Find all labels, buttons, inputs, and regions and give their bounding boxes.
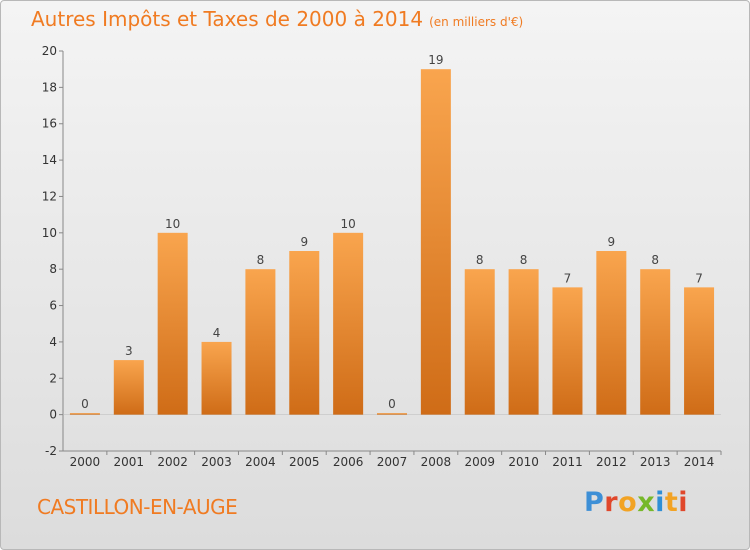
value-label-2006: 10 bbox=[340, 217, 355, 231]
bar-2012 bbox=[596, 251, 627, 415]
y-tick-label: 8 bbox=[49, 262, 57, 276]
value-label-2008: 19 bbox=[428, 53, 443, 67]
value-label-2011: 7 bbox=[564, 271, 572, 285]
y-tick-label: 16 bbox=[42, 117, 57, 131]
x-tick-label: 2013 bbox=[640, 455, 671, 469]
value-label-2010: 8 bbox=[520, 253, 528, 267]
y-tick-label: 10 bbox=[42, 226, 57, 240]
value-label-2013: 8 bbox=[651, 253, 659, 267]
x-tick-label: 2006 bbox=[333, 455, 364, 469]
logo-letter: i bbox=[655, 487, 665, 518]
logo-letter: t bbox=[664, 487, 679, 518]
x-tick-label: 2002 bbox=[157, 455, 188, 469]
bar-2013 bbox=[640, 269, 671, 415]
chart-title-text: Autres Impôts et Taxes de 2000 à 2014 bbox=[31, 7, 424, 31]
y-tick-label: 18 bbox=[42, 80, 57, 94]
bar-2005 bbox=[289, 251, 320, 415]
bar-2008 bbox=[420, 69, 451, 415]
bar-2000 bbox=[69, 413, 100, 415]
x-tick-label: 2008 bbox=[421, 455, 452, 469]
x-tick-label: 2010 bbox=[508, 455, 539, 469]
value-label-2004: 8 bbox=[257, 253, 265, 267]
value-label-2002: 10 bbox=[165, 217, 180, 231]
bar-2010 bbox=[508, 269, 539, 415]
bar-2004 bbox=[245, 269, 276, 415]
x-tick-label: 2001 bbox=[114, 455, 145, 469]
x-tick-label: 2014 bbox=[684, 455, 715, 469]
y-tick-label: 0 bbox=[49, 408, 57, 422]
location-label: CASTILLON-EN-AUGE bbox=[37, 495, 238, 519]
bar-2007 bbox=[377, 413, 407, 415]
logo-letter: r bbox=[604, 487, 619, 518]
chart-unit: (en milliers d'€) bbox=[429, 15, 524, 29]
x-tick-label: 2004 bbox=[245, 455, 276, 469]
logo-letter: o bbox=[618, 487, 638, 518]
x-tick-label: 2005 bbox=[289, 455, 320, 469]
proxiti-logo: Proxiti bbox=[584, 487, 688, 518]
value-label-2000: 0 bbox=[81, 397, 89, 411]
logo-letter: x bbox=[637, 487, 656, 518]
y-tick-label: 2 bbox=[49, 371, 57, 385]
value-label-2009: 8 bbox=[476, 253, 484, 267]
bar-2011 bbox=[552, 287, 583, 415]
chart-title: Autres Impôts et Taxes de 2000 à 2014 (en… bbox=[31, 7, 523, 31]
value-label-2014: 7 bbox=[695, 271, 703, 285]
bar-2014 bbox=[684, 287, 715, 415]
logo-letter: P bbox=[584, 487, 605, 518]
x-tick-label: 2007 bbox=[377, 455, 408, 469]
axes: -2 0 2 4 6 8 10 12 14 16 18 20 2000 2001 2002 2003 2004 2… bbox=[42, 44, 722, 469]
value-label-2012: 9 bbox=[608, 235, 616, 249]
y-tick-label: 6 bbox=[49, 299, 57, 313]
x-tick-label: 2009 bbox=[464, 455, 495, 469]
value-label-2005: 9 bbox=[300, 235, 308, 249]
value-label-2007: 0 bbox=[388, 397, 396, 411]
bar-2006 bbox=[333, 232, 364, 415]
y-tick-label: 4 bbox=[49, 335, 57, 349]
y-tick-label: -2 bbox=[45, 444, 57, 458]
value-labels: 0 3 10 4 8 9 10 0 19 8 8 7 9 8 7 bbox=[81, 53, 703, 411]
y-tick-label: 14 bbox=[42, 153, 57, 167]
x-tick-label: 2011 bbox=[552, 455, 583, 469]
logo-letter: i bbox=[678, 487, 689, 518]
x-tick-label: 2000 bbox=[70, 455, 101, 469]
x-tick-label: 2003 bbox=[201, 455, 232, 469]
bar-2003 bbox=[201, 341, 232, 415]
x-tick-label: 2012 bbox=[596, 455, 627, 469]
y-tick-label: 12 bbox=[42, 189, 57, 203]
value-label-2003: 4 bbox=[213, 326, 221, 340]
bars bbox=[69, 69, 715, 415]
bar-2009 bbox=[464, 269, 495, 415]
bar-2002 bbox=[157, 232, 188, 415]
value-label-2001: 3 bbox=[125, 344, 133, 358]
bar-2001 bbox=[113, 360, 144, 415]
y-tick-label: 20 bbox=[42, 44, 57, 58]
